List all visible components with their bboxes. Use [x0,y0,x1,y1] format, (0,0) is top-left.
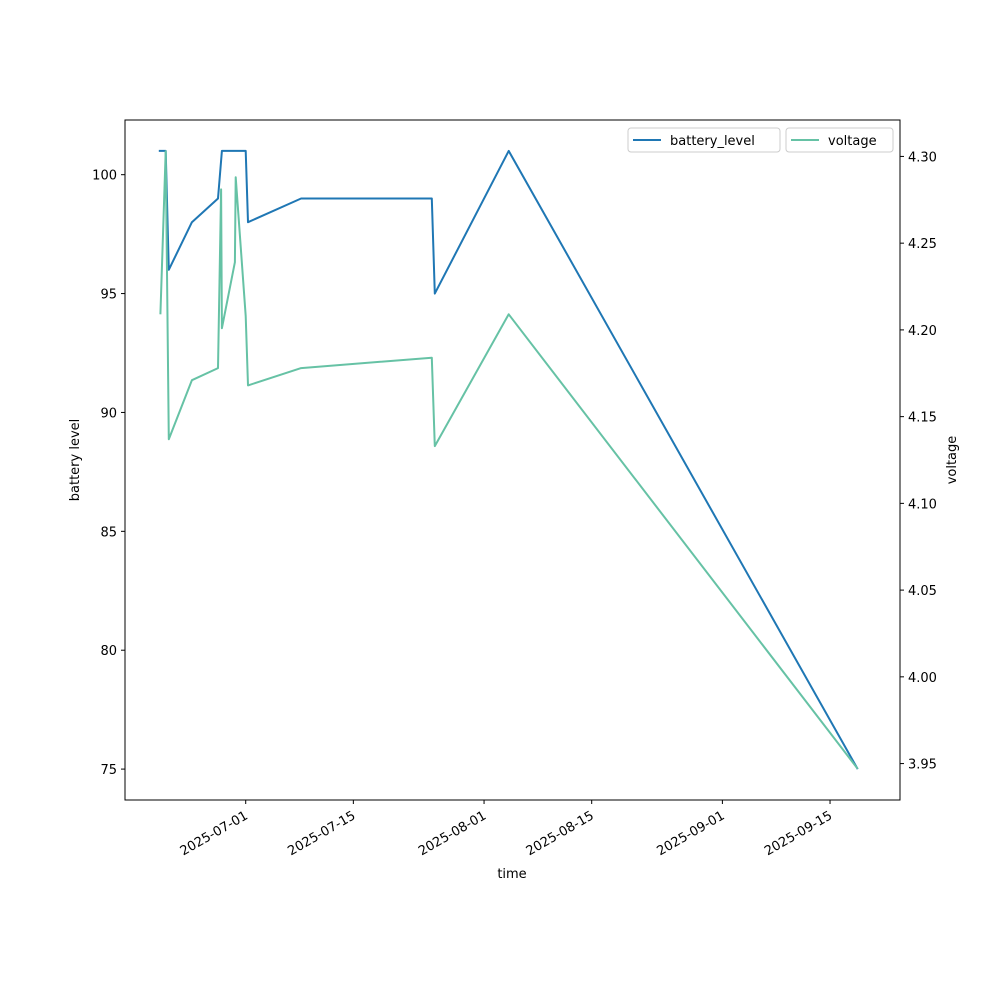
series-line-battery-level [158,149,859,770]
legend-label-battery: battery_level [670,134,755,149]
x-tick-label: 2025-08-15 [524,808,597,859]
x-tick-label: 2025-07-15 [285,808,358,859]
x-axis-label: time [497,867,526,882]
y-tick-label: 90 [100,406,117,421]
y-right-tick-label: 4.25 [908,237,937,252]
y-tick-label: 80 [100,644,117,659]
axes-frame [124,119,901,801]
y-tick-label: 100 [92,169,117,184]
legend-voltage: voltage [785,127,894,153]
y-axis-right-label: voltage [945,436,960,485]
plot-area [125,120,900,800]
y-right-tick-label: 4.30 [908,150,937,165]
y-tick-label: 95 [100,288,117,303]
legend-battery-level: battery_level [627,127,781,153]
legend-label-voltage: voltage [828,134,877,149]
x-tick-label: 2025-09-15 [762,808,835,859]
y-right-tick-label: 4.15 [908,411,937,426]
y-right-tick-label: 4.10 [908,497,937,512]
y-right-tick-label: 4.05 [908,584,937,599]
y-right-tick-label: 4.00 [908,671,937,686]
y-right-tick-label: 4.20 [908,324,937,339]
y-axis-label: battery level [68,419,83,502]
y-right-tick-label: 3.95 [908,758,937,773]
x-tick-label: 2025-09-01 [654,808,727,859]
y-tick-label: 75 [100,763,117,778]
series-line-voltage [159,150,859,770]
y-tick-label: 85 [100,525,117,540]
x-tick-label: 2025-07-01 [178,808,251,859]
x-tick-label: 2025-08-01 [416,808,489,859]
